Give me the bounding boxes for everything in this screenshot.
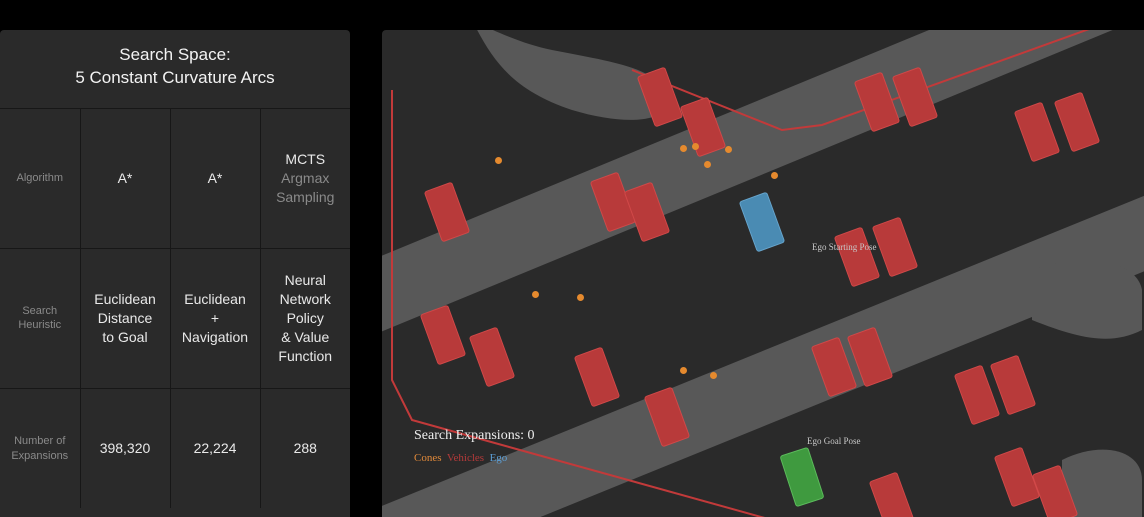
- scene-panel: Ego Starting Pose Ego Goal Pose Search Ex…: [382, 30, 1144, 517]
- ego-goal-label: Ego Goal Pose: [807, 436, 861, 446]
- panel-title: Search Space: 5 Constant Curvature Arcs: [0, 30, 350, 108]
- cell-heur-2: NeuralNetworkPolicy& ValueFunction: [260, 248, 350, 388]
- cell-algo-0: A*: [80, 108, 170, 248]
- comparison-table: Algorithm A* A* MCTS ArgmaxSampling Sear…: [0, 108, 350, 509]
- title-line-2: 5 Constant Curvature Arcs: [75, 68, 274, 87]
- legend-vehicles: Vehicles: [447, 452, 484, 464]
- row-label-algorithm: Algorithm: [0, 108, 80, 248]
- comparison-panel: Search Space: 5 Constant Curvature Arcs …: [0, 30, 350, 517]
- row-label-heuristic: SearchHeuristic: [0, 248, 80, 388]
- overlay: Search Expansions: 0 Cones Vehicles Ego: [414, 428, 535, 464]
- cell-heur-1: Euclidean+Navigation: [170, 248, 260, 388]
- search-expansions-readout: Search Expansions: 0: [414, 428, 535, 444]
- title-line-1: Search Space:: [119, 45, 231, 64]
- legend-cones: Cones: [414, 452, 442, 464]
- cell-algo-2: MCTS ArgmaxSampling: [260, 108, 350, 248]
- legend-ego: Ego: [490, 452, 508, 464]
- cell-algo-1: A*: [170, 108, 260, 248]
- cell-exp-0: 398,320: [80, 388, 170, 508]
- cell-exp-1: 22,224: [170, 388, 260, 508]
- row-label-expansions: Number ofExpansions: [0, 388, 80, 508]
- legend: Cones Vehicles Ego: [414, 452, 535, 464]
- ego-start-label: Ego Starting Pose: [812, 242, 877, 252]
- cell-heur-0: EuclideanDistanceto Goal: [80, 248, 170, 388]
- cell-exp-2: 288: [260, 388, 350, 508]
